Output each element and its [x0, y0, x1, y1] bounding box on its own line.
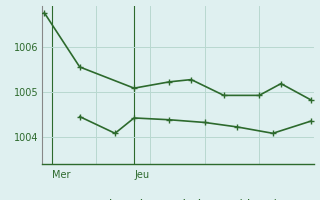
Text: Mer: Mer — [52, 170, 71, 180]
Text: Jeu: Jeu — [134, 170, 149, 180]
Text: Pression niveau de la mer( hPa ): Pression niveau de la mer( hPa ) — [76, 199, 279, 200]
